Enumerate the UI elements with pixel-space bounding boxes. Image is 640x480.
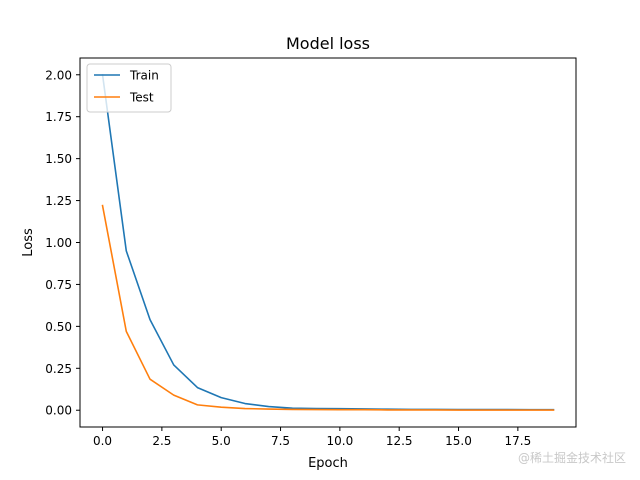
y-tick-label: 2.00: [45, 68, 72, 82]
series-lines: [101, 73, 555, 411]
y-tick-label: 0.00: [45, 404, 72, 418]
x-tick-label: 15.0: [445, 434, 472, 448]
series-line-test: [101, 204, 555, 411]
y-tick-label: 0.50: [45, 320, 72, 334]
x-tick-label: 7.5: [271, 434, 290, 448]
x-tick-label: 12.5: [386, 434, 413, 448]
x-tick-label: 0.0: [93, 434, 112, 448]
x-tick-label: 2.5: [152, 434, 171, 448]
chart-title: Model loss: [286, 34, 370, 53]
y-axis: 0.00 0.25 0.50 0.75 1.00 1.25 1.50 1.75 2.00: [45, 68, 80, 418]
y-tick-label: 1.25: [45, 194, 72, 208]
y-tick-label: 1.50: [45, 152, 72, 166]
y-tick-label: 1.75: [45, 110, 72, 124]
legend: Train Test: [86, 63, 172, 113]
y-tick-label: 0.75: [45, 278, 72, 292]
x-tick-label: 10.0: [327, 434, 354, 448]
x-axis-label: Epoch: [308, 456, 348, 471]
legend-label-test: Test: [129, 91, 154, 105]
legend-label-train: Train: [129, 69, 159, 83]
legend-box: [86, 63, 172, 113]
axes-frame: [79, 57, 577, 428]
watermark-text: @稀土掘金技术社区: [517, 451, 626, 465]
x-tick-label: 5.0: [212, 434, 231, 448]
y-axis-label: Loss: [21, 228, 36, 257]
x-tick-label: 17.5: [504, 434, 531, 448]
y-tick-label: 1.00: [45, 236, 72, 250]
x-axis: 0.0 2.5 5.0 7.5 10.0 12.5 15.0 17.5: [93, 427, 531, 448]
plot-area: 0.0 2.5 5.0 7.5 10.0 12.5 15.0 17.5 0.00 0.25 0.5…: [45, 57, 577, 448]
y-tick-label: 0.25: [45, 362, 72, 376]
